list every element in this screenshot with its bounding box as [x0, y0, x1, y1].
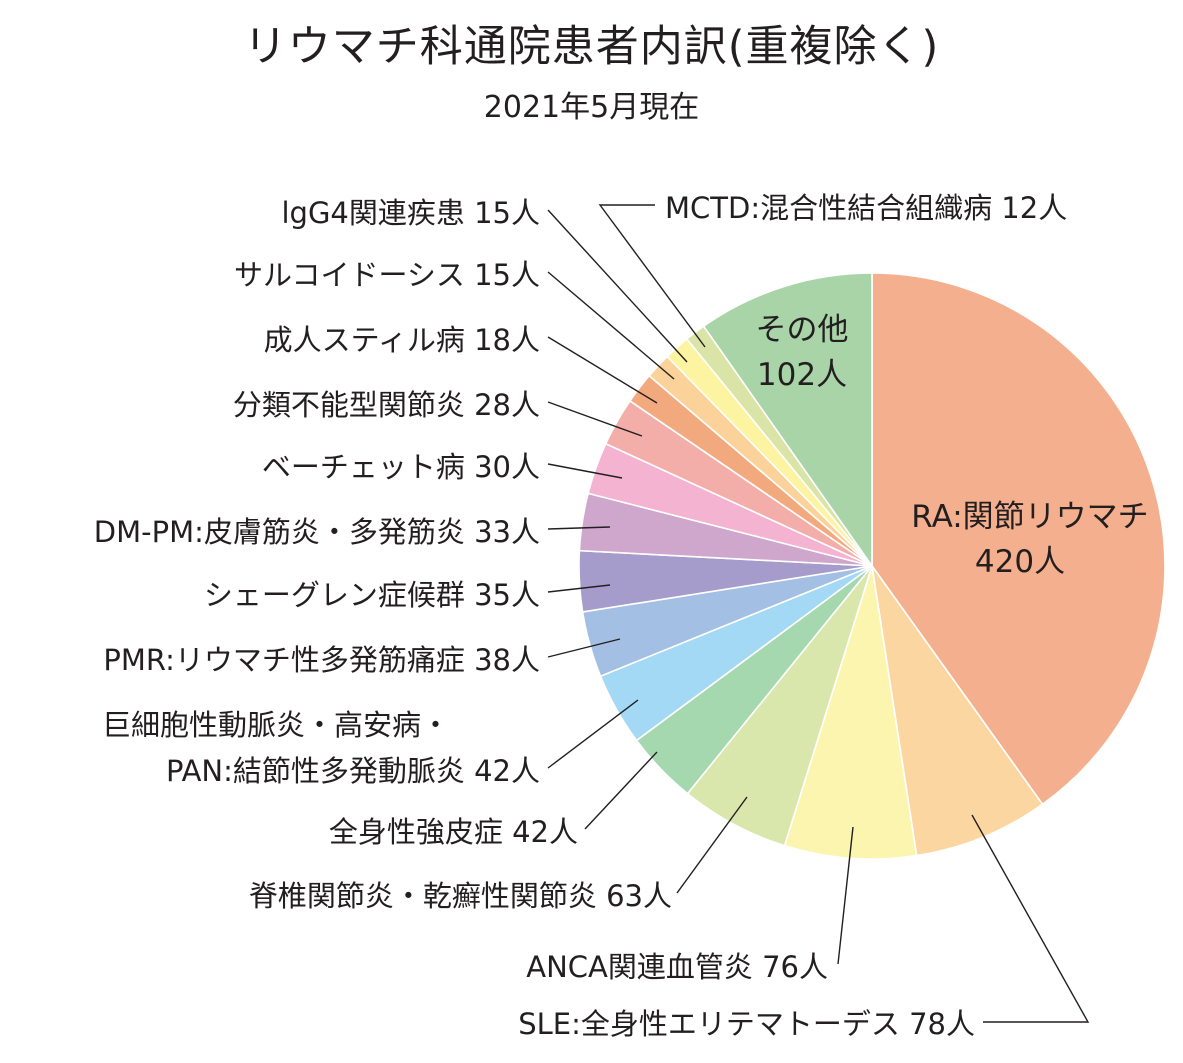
pie-slice-0 — [871, 272, 1166, 806]
leader-sarc — [547, 271, 675, 380]
leader-mctd — [598, 204, 706, 348]
label-gca-line1: 巨細胞性動脈炎・高安病・ — [102, 708, 450, 742]
slice-labels: RA:関節リウマチ 420人 その他 102人 SLE:全身性エリテマトーデス … — [94, 191, 1149, 1041]
label-igg4: lgG4関連疾患 15人 — [281, 196, 540, 230]
leader-anca — [837, 826, 854, 965]
label-dm: DM-PM:皮膚筋炎・多発筋炎 33人 — [94, 515, 540, 549]
label-sjs: シェーグレン症候群 35人 — [204, 578, 540, 612]
label-gca-line2: PAN:結節性多発動脈炎 42人 — [166, 754, 540, 788]
leader-dm — [547, 526, 611, 530]
chart-title: リウマチ科通院患者内訳(重複除く) — [243, 22, 940, 72]
pie-slice-1 — [871, 565, 1044, 857]
leader-uia — [547, 401, 643, 437]
label-anca: ANCA関連血管炎 76人 — [526, 950, 828, 984]
label-sle: SLE:全身性エリテマトーデス 78人 — [518, 1007, 975, 1041]
pie-slice-15 — [702, 272, 873, 569]
label-ssc: 全身性強皮症 42人 — [329, 815, 578, 849]
label-spa: 脊椎関節炎・乾癬性関節炎 63人 — [249, 879, 672, 913]
leader-spa — [676, 796, 748, 894]
label-uia: 分類不能型関節炎 28人 — [233, 388, 540, 422]
label-pmr: PMR:リウマチ性多発筋痛症 38人 — [103, 643, 540, 677]
leader-pmr — [547, 638, 621, 658]
label-other-name: その他 — [756, 312, 849, 348]
leader-sjs — [547, 584, 611, 593]
label-behcet: ベーチェット病 30人 — [262, 450, 540, 484]
label-ra-count: 420人 — [975, 544, 1065, 580]
label-other-count: 102人 — [757, 357, 847, 393]
leader-gca — [547, 699, 639, 769]
label-ra-name: RA:関節リウマチ — [911, 499, 1148, 535]
label-mctd: MCTD:混合性結合組織病 12人 — [665, 191, 1067, 225]
leader-ssc — [584, 751, 658, 830]
leader-still — [547, 336, 658, 404]
leader-sle — [971, 814, 1090, 1023]
label-still: 成人スティル病 18人 — [264, 323, 540, 357]
label-sarc: サルコイドーシス 15人 — [234, 258, 540, 292]
leader-lines — [547, 204, 1090, 1023]
leader-behcet — [547, 463, 623, 479]
pie-slices — [578, 272, 1166, 860]
leader-igg4 — [547, 209, 688, 363]
chart-subtitle: 2021年5月現在 — [483, 90, 700, 125]
